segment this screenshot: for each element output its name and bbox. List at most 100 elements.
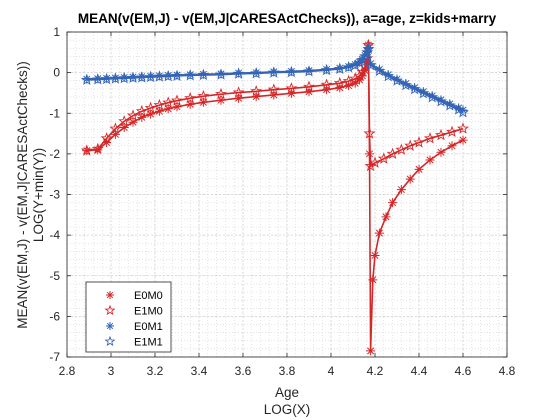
data-point [232,86,245,98]
data-point [413,136,425,148]
legend-box [85,281,172,353]
data-point [269,67,279,77]
data-point [363,43,373,53]
data-point [427,91,437,101]
data-point [127,71,139,83]
data-point [234,93,244,103]
data-point [374,228,384,238]
data-point [198,69,208,79]
data-point [405,174,415,184]
data-point [163,104,173,114]
data-point [172,70,182,80]
data-point [349,59,362,71]
series-layer [80,38,469,356]
series-e0m0 [82,40,468,356]
legend: E0M0 E1M0 E0M1 E1M1 [85,281,172,353]
data-point [436,147,446,157]
data-point [356,65,369,77]
legend-entry-label: E0M1 [134,321,163,333]
legend-entry-label: E1M0 [134,306,163,318]
data-point [91,142,104,155]
data-point [80,73,93,86]
y-tick-label: -3 [49,188,60,202]
data-point [215,87,227,100]
data-point [435,128,447,141]
data-point [232,67,245,79]
data-point [322,64,332,74]
data-point [457,106,469,118]
data-point [102,73,112,83]
data-point [267,83,280,95]
data-point [426,91,439,103]
data-point [381,212,391,222]
x-tick-label: 3.2 [147,364,164,378]
data-point [110,129,120,139]
data-point [80,144,93,156]
data-point [185,99,195,109]
data-point [304,87,314,97]
data-point [368,275,378,285]
y-tick-label: 0 [53,66,60,80]
series-e1m1 [80,42,469,118]
data-point [355,75,365,85]
data-point [373,64,386,77]
data-point [382,69,395,82]
data-point [401,79,411,89]
x-tick-label: 4.8 [499,364,516,378]
y-tick-label: -2 [49,147,60,161]
data-point [445,99,455,109]
data-point [162,96,175,108]
data-point [250,85,263,97]
y-tick-label: -1 [49,106,60,120]
data-point [364,59,377,71]
data-point [198,97,208,107]
data-point [184,91,197,104]
data-point [333,62,346,75]
data-point [362,57,372,67]
data-point [443,99,456,111]
data-point [102,138,112,147]
data-point [369,156,381,168]
data-point [118,115,131,127]
data-point [396,185,406,195]
y-axis-label-secondary: LOG(Y+min(Y)) [31,148,46,242]
x-tick-label: 3.6 [235,364,252,378]
data-point [457,122,469,134]
data-point [154,71,164,81]
data-point [391,74,403,86]
data-point [395,143,408,155]
data-point [146,71,156,81]
data-point [106,322,114,330]
data-point [303,80,315,92]
data-point [304,66,314,76]
data-point [185,70,195,80]
data-point [146,109,156,119]
data-point [137,112,147,122]
data-point [137,72,147,82]
data-point [458,135,468,145]
data-point [144,70,157,83]
data-point [344,81,354,91]
data-point [320,63,333,76]
data-point [110,73,120,83]
data-point [322,85,332,95]
data-point [446,125,458,138]
data-point [135,71,148,83]
data-point [320,78,333,90]
data-point [135,104,148,117]
data-point [171,94,183,106]
data-point [436,95,446,105]
data-point [216,95,226,105]
data-point [119,73,129,82]
data-point [364,159,377,172]
data-point [267,66,280,78]
data-point [82,74,92,84]
x-tick-label: 4.6 [455,364,472,378]
data-point [392,74,402,84]
data-point [370,250,380,260]
data-point [303,65,315,77]
data-point [109,72,122,84]
data-point [356,53,369,66]
data-point [335,83,345,93]
